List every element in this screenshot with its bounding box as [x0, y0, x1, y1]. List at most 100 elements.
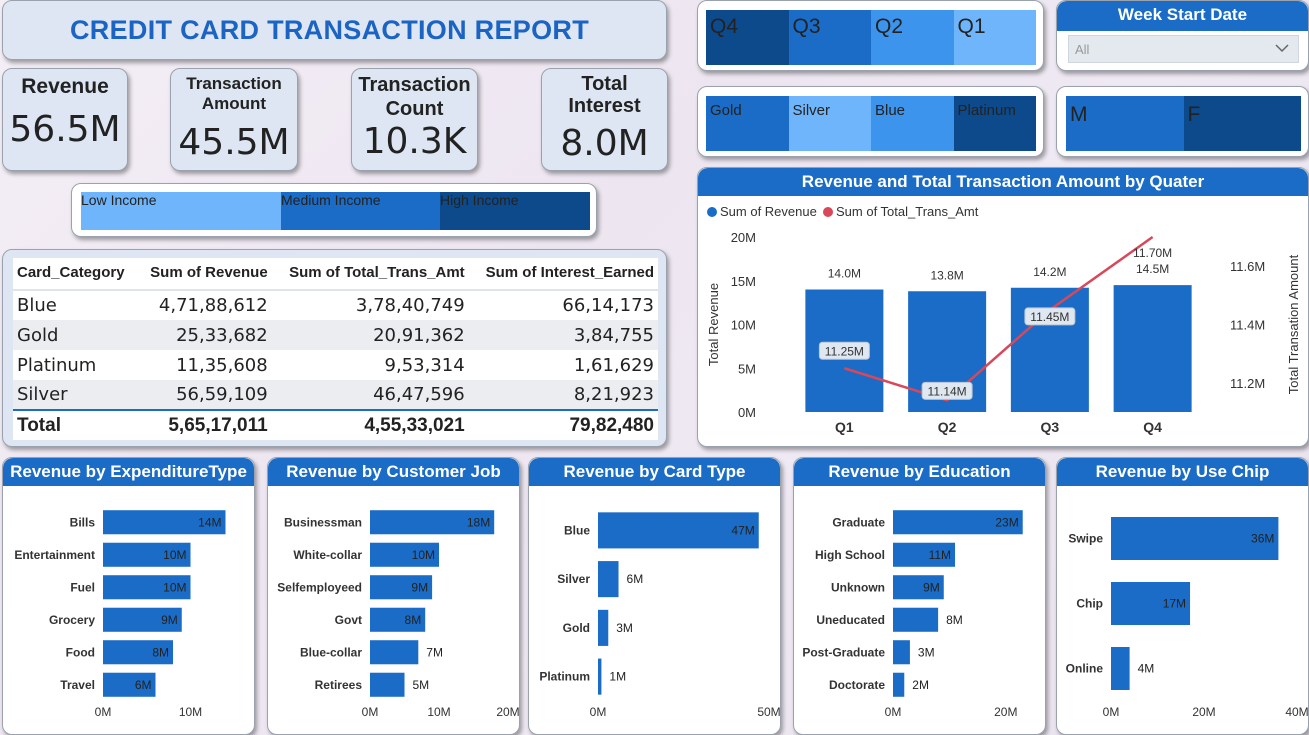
- slicer-option-f[interactable]: F: [1183, 96, 1301, 151]
- bar: [103, 542, 191, 567]
- category-label: Travel: [60, 678, 95, 692]
- category-label: Selfemployeed: [277, 580, 362, 594]
- data-label: 3M: [918, 645, 935, 659]
- bar: [103, 510, 226, 535]
- category-label: White-collar: [293, 548, 362, 562]
- bar: [370, 575, 433, 600]
- revenue-by-expenditure-type-chart[interactable]: Bills 14M Entertainment 10M Fuel 10M Grocery 9M…: [3, 486, 256, 735]
- total-interest-kpi-value: 8.0M: [560, 123, 649, 164]
- category-label: Food: [66, 645, 95, 659]
- bar: [893, 607, 939, 632]
- bar: [370, 542, 439, 567]
- revenue-data-label: 14.5M: [1136, 262, 1169, 276]
- revenue-kpi-card: Revenue 56.5M: [2, 68, 128, 171]
- column-header[interactable]: Sum of Interest_Earned: [468, 258, 658, 291]
- x-axis-tick: 0M: [1103, 705, 1120, 719]
- revenue-by-customer-job-chart[interactable]: Businessman 18M White-collar 10M Selfemploye…: [268, 486, 521, 735]
- slicer-option-gold[interactable]: Gold: [706, 96, 789, 151]
- data-label: 1M: [609, 670, 626, 684]
- data-label: 8M: [946, 613, 963, 627]
- data-label: 18M: [467, 515, 490, 529]
- data-label: 3M: [616, 621, 633, 635]
- x-axis-tick: 50M: [757, 705, 780, 719]
- slicer-option-m[interactable]: M: [1066, 96, 1184, 151]
- revenue-by-expenditure-type-card: Revenue by ExpenditureType Bills 14M Enter…: [2, 457, 255, 735]
- y-axis-tick: 0M: [738, 405, 756, 420]
- data-label: 9M: [411, 580, 428, 594]
- table-cell: Silver: [13, 380, 137, 410]
- revenue-by-quarter-chart[interactable]: Sum of Revenue Sum of Total_Trans_Amt 0M 5M…: [698, 196, 1309, 448]
- card-category-table-card: Card_Category Sum of Revenue Sum of Tota…: [2, 249, 667, 447]
- slicer-option-blue[interactable]: Blue: [871, 96, 954, 151]
- slicer-option-medium-income[interactable]: Medium Income: [281, 192, 440, 230]
- x-axis-tick: 0M: [95, 705, 112, 719]
- revenue-by-education-chart[interactable]: Graduate 23M High School 11M Unknown 9M Uneduc…: [794, 486, 1047, 735]
- slicer-option-q4[interactable]: Q4: [706, 10, 789, 65]
- revenue-by-card-type-card: Revenue by Card Type Blue 47M Silver 6M Gold…: [528, 457, 781, 735]
- revenue-by-quarter-chart-card: Revenue and Total Transaction Amount by …: [697, 167, 1309, 447]
- trans-amt-label-box: [921, 381, 973, 400]
- revenue-by-card-type-chart[interactable]: Blue 47M Silver 6M Gold 3M Platinum 1M 0M 50M: [529, 486, 782, 735]
- chart-title: Revenue by Education: [794, 458, 1045, 486]
- data-label: 4M: [1138, 662, 1155, 676]
- bar: [103, 672, 156, 697]
- data-label: 23M: [995, 515, 1018, 529]
- bar: [103, 575, 191, 600]
- revenue-by-use-chip-chart[interactable]: Swipe 36M Chip 17M Online 4M 0M 20M 40M: [1057, 486, 1309, 735]
- slicer-option-high-income[interactable]: High Income: [440, 192, 590, 230]
- table-cell: Gold: [13, 320, 137, 350]
- revenue-data-label: 14.2M: [1033, 265, 1066, 279]
- trans-amt-label-box: [818, 341, 870, 360]
- trans-amt-line: [844, 235, 1154, 402]
- page-title: CREDIT CARD TRANSACTION REPORT: [70, 14, 589, 45]
- data-label: 10M: [412, 548, 435, 562]
- card-category-slicer-options: Gold Silver Blue Platinum: [706, 96, 1036, 151]
- x-axis-tick: 0M: [362, 705, 379, 719]
- slicer-option-low-income[interactable]: Low Income: [81, 192, 281, 230]
- bar: [1111, 647, 1130, 690]
- category-label: Silver: [557, 572, 590, 586]
- category-label: Businessman: [284, 515, 362, 529]
- data-label: 2M: [912, 678, 929, 692]
- y2-axis-tick: 11.6M: [1230, 259, 1265, 274]
- data-label: 6M: [627, 572, 644, 586]
- table-cell: Blue: [17, 295, 57, 316]
- total-interest-kpi-label: Total Interest: [542, 73, 667, 117]
- legend-marker-revenue: [707, 207, 717, 217]
- data-label: 10M: [163, 580, 186, 594]
- x-axis-tick: 40M: [1285, 705, 1308, 719]
- slicer-option-q2[interactable]: Q2: [871, 10, 954, 65]
- table-cell: 9,53,314: [384, 354, 465, 376]
- column-header[interactable]: Sum of Revenue: [136, 258, 272, 291]
- kpi-label-line: Count: [385, 98, 444, 120]
- slicer-option-platinum[interactable]: Platinum: [953, 96, 1036, 151]
- data-label: 17M: [1163, 597, 1186, 611]
- y2-axis-tick: 11.4M: [1230, 318, 1265, 333]
- data-label: 9M: [161, 613, 178, 627]
- y-axis-tick: 10M: [731, 318, 756, 333]
- report-title-card: CREDIT CARD TRANSACTION REPORT: [2, 0, 667, 60]
- transaction-count-kpi-card: Transaction Count 10.3K: [351, 68, 478, 171]
- data-label: 8M: [405, 613, 422, 627]
- data-label: 7M: [426, 645, 443, 659]
- bar: [598, 512, 759, 549]
- column-header[interactable]: Sum of Total_Trans_Amt: [271, 258, 469, 291]
- bar: [103, 607, 182, 632]
- kpi-label-line: Total: [581, 73, 628, 95]
- bar: [598, 561, 619, 598]
- slicer-option-silver[interactable]: Silver: [788, 96, 871, 151]
- table-cell: 66,14,173: [562, 295, 654, 316]
- week-start-date-dropdown[interactable]: All: [1068, 35, 1299, 63]
- column-header[interactable]: Card_Category: [13, 258, 137, 291]
- slicer-option-q3[interactable]: Q3: [788, 10, 871, 65]
- data-label: 8M: [152, 645, 169, 659]
- data-label: 11M: [929, 548, 951, 562]
- trans-amt-data-label: 11.14M: [928, 384, 967, 398]
- income-slicer-options: Low Income Medium Income High Income: [81, 192, 590, 230]
- bar: [1111, 582, 1191, 625]
- revenue-kpi-value: 56.5M: [9, 109, 121, 150]
- slicer-option-q1[interactable]: Q1: [953, 10, 1036, 65]
- table-total-cell: 5,65,17,011: [136, 409, 272, 440]
- bar: [893, 575, 944, 600]
- table-cell: 56,59,109: [136, 380, 272, 410]
